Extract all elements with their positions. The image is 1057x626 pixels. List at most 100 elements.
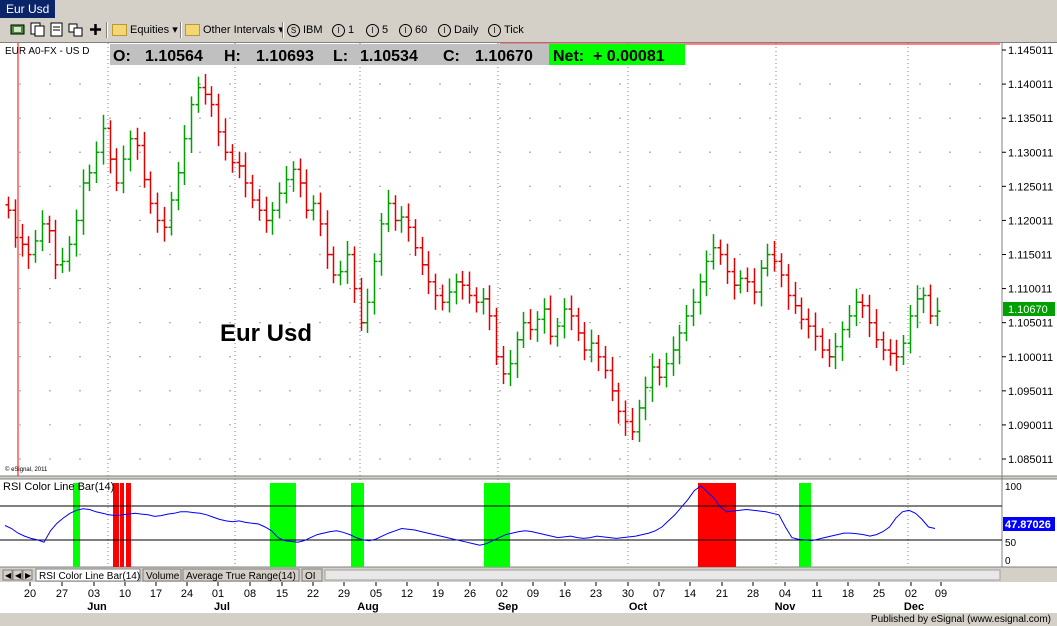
grid-dot xyxy=(709,321,711,324)
date-tick-label: 14 xyxy=(684,588,696,600)
symbol-button[interactable]: S IBM xyxy=(287,21,323,39)
daily-button[interactable]: I Daily xyxy=(438,21,478,39)
grid-dot xyxy=(49,253,51,256)
ohlc-bar xyxy=(649,353,656,402)
grid-dot xyxy=(499,458,501,460)
grid-dot xyxy=(739,458,741,460)
ohlc-bar xyxy=(697,273,704,315)
grid-dot xyxy=(259,458,261,460)
indicator-tab[interactable]: RSI Color Line Bar(14) xyxy=(35,568,141,582)
grid-dot xyxy=(979,390,981,392)
grid-dot xyxy=(859,185,861,188)
grid-dot xyxy=(619,321,621,324)
grid-dot xyxy=(49,424,51,426)
ohlc-bar xyxy=(419,236,426,276)
grid-dot xyxy=(919,219,921,222)
grid-dot xyxy=(79,219,81,222)
interval-60-button[interactable]: I 60 xyxy=(399,21,427,39)
equities-dropdown[interactable]: Equities ▾ xyxy=(112,21,178,39)
grid-dot xyxy=(769,458,771,460)
grid-dot xyxy=(829,117,831,119)
link-icon[interactable] xyxy=(10,22,25,37)
interval-icon: I xyxy=(488,23,501,37)
interval-60-label: 60 xyxy=(415,24,428,36)
grid-dot xyxy=(169,219,171,222)
page-icon[interactable] xyxy=(49,22,64,37)
month-tick-label: Aug xyxy=(357,601,378,613)
grid-dot xyxy=(979,287,981,290)
grid-dot xyxy=(679,253,681,256)
grid-dot xyxy=(889,83,891,85)
indicator-tab[interactable]: OI xyxy=(301,568,323,582)
window-title[interactable]: Eur Usd xyxy=(0,0,56,18)
grid-dot xyxy=(49,390,51,392)
ohlc-bar xyxy=(520,311,527,348)
copy-icon[interactable] xyxy=(30,22,45,37)
horizontal-scrollbar[interactable] xyxy=(324,569,1001,581)
ohlc-bar xyxy=(371,253,378,315)
grid-dot xyxy=(259,390,261,392)
grid-dot xyxy=(139,219,141,222)
tab-scroll-prev[interactable] xyxy=(12,569,23,581)
symbol-caption: EUR A0-FX - US D xyxy=(5,46,89,57)
open-value: 1.10564 xyxy=(145,48,203,65)
grid-dot xyxy=(379,458,381,460)
grid-dot xyxy=(439,287,441,290)
intervals-label: Other Intervals xyxy=(203,24,276,36)
ohlc-bar xyxy=(188,96,195,154)
grid-dot xyxy=(559,253,561,256)
grid-dot xyxy=(409,458,411,460)
grid-dot xyxy=(559,287,561,290)
grid-dot xyxy=(799,287,801,290)
add-icon[interactable] xyxy=(88,22,103,37)
ohlc-bar xyxy=(507,350,514,387)
close-value: 1.10670 xyxy=(475,48,533,65)
indicator-tab[interactable]: Volume xyxy=(142,568,182,582)
price-tick-label: 1.115011 xyxy=(1008,250,1052,262)
grid-dot xyxy=(889,185,891,188)
price-chart[interactable]: 1.145011 1.140011 1.135011 1.130011 1.125011… xyxy=(0,43,1057,613)
grid-dot xyxy=(859,356,861,358)
ohlc-bar xyxy=(771,240,778,272)
intervals-dropdown[interactable]: Other Intervals ▾ xyxy=(185,21,284,39)
ohlc-bar xyxy=(934,297,941,327)
ohlc-bar xyxy=(670,336,677,376)
grid-dot xyxy=(229,219,231,222)
grid-dot xyxy=(739,253,741,256)
window-titlebar: Eur Usd xyxy=(0,0,1057,18)
tab-scroll-first[interactable] xyxy=(2,569,13,581)
grid-dot xyxy=(679,219,681,222)
grid-dot xyxy=(979,117,981,119)
ohlc-bar xyxy=(12,199,19,248)
grid-dot xyxy=(349,287,351,290)
layout-icon[interactable] xyxy=(68,22,83,37)
date-tick-label: 04 xyxy=(779,588,791,600)
grid-dot xyxy=(679,287,681,290)
grid-dot xyxy=(289,185,291,188)
grid-dot xyxy=(109,185,111,188)
rsi-zone-band xyxy=(799,483,811,567)
grid-dot xyxy=(169,253,171,256)
tick-button[interactable]: I Tick xyxy=(488,21,524,39)
grid-dot xyxy=(19,424,21,426)
ohlc-bar xyxy=(486,285,493,331)
ohlc-bar xyxy=(717,239,724,265)
grid-dot xyxy=(409,185,411,188)
low-label: L: xyxy=(333,48,348,65)
grid-dot xyxy=(199,117,201,119)
grid-dot xyxy=(889,287,891,290)
ohlc-bar xyxy=(310,195,317,221)
ohlc-bar xyxy=(575,307,582,342)
grid-dot xyxy=(79,424,81,426)
ohlc-bar xyxy=(547,295,554,345)
indicator-tab[interactable]: Average True Range(14) xyxy=(182,568,300,582)
grid-dot xyxy=(49,117,51,119)
rsi-zone-band xyxy=(270,483,296,567)
tab-scroll-next[interactable] xyxy=(22,569,33,581)
price-panel[interactable] xyxy=(0,43,1002,476)
ohlc-bar xyxy=(839,321,846,361)
grid-dot xyxy=(619,458,621,460)
grid-dot xyxy=(319,321,321,324)
